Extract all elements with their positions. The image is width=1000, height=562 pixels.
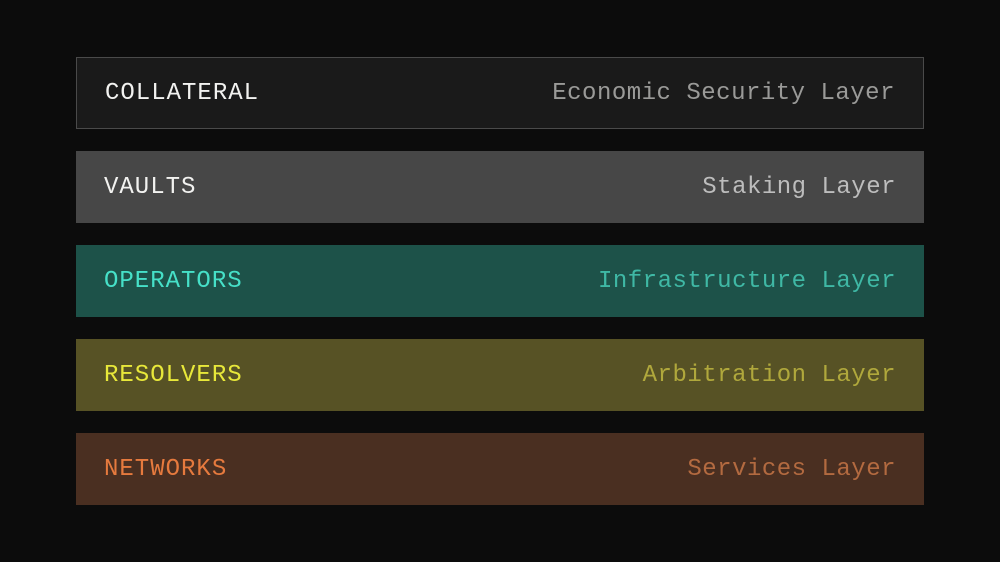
layer-name: COLLATERAL [105, 80, 259, 107]
layer-desc: Arbitration Layer [643, 362, 896, 389]
layer-name: OPERATORS [104, 268, 243, 295]
layer-desc: Economic Security Layer [552, 80, 895, 107]
layer-desc: Infrastructure Layer [598, 268, 896, 295]
layer-name: RESOLVERS [104, 362, 243, 389]
layer-vaults: VAULTS Staking Layer [76, 151, 924, 223]
layer-desc: Staking Layer [702, 174, 896, 201]
layer-operators: OPERATORS Infrastructure Layer [76, 245, 924, 317]
layer-name: NETWORKS [104, 456, 227, 483]
layer-collateral: COLLATERAL Economic Security Layer [76, 57, 924, 129]
layer-name: VAULTS [104, 174, 196, 201]
layer-desc: Services Layer [687, 456, 896, 483]
layer-resolvers: RESOLVERS Arbitration Layer [76, 339, 924, 411]
layer-stack: COLLATERAL Economic Security Layer VAULT… [76, 57, 924, 505]
layer-networks: NETWORKS Services Layer [76, 433, 924, 505]
